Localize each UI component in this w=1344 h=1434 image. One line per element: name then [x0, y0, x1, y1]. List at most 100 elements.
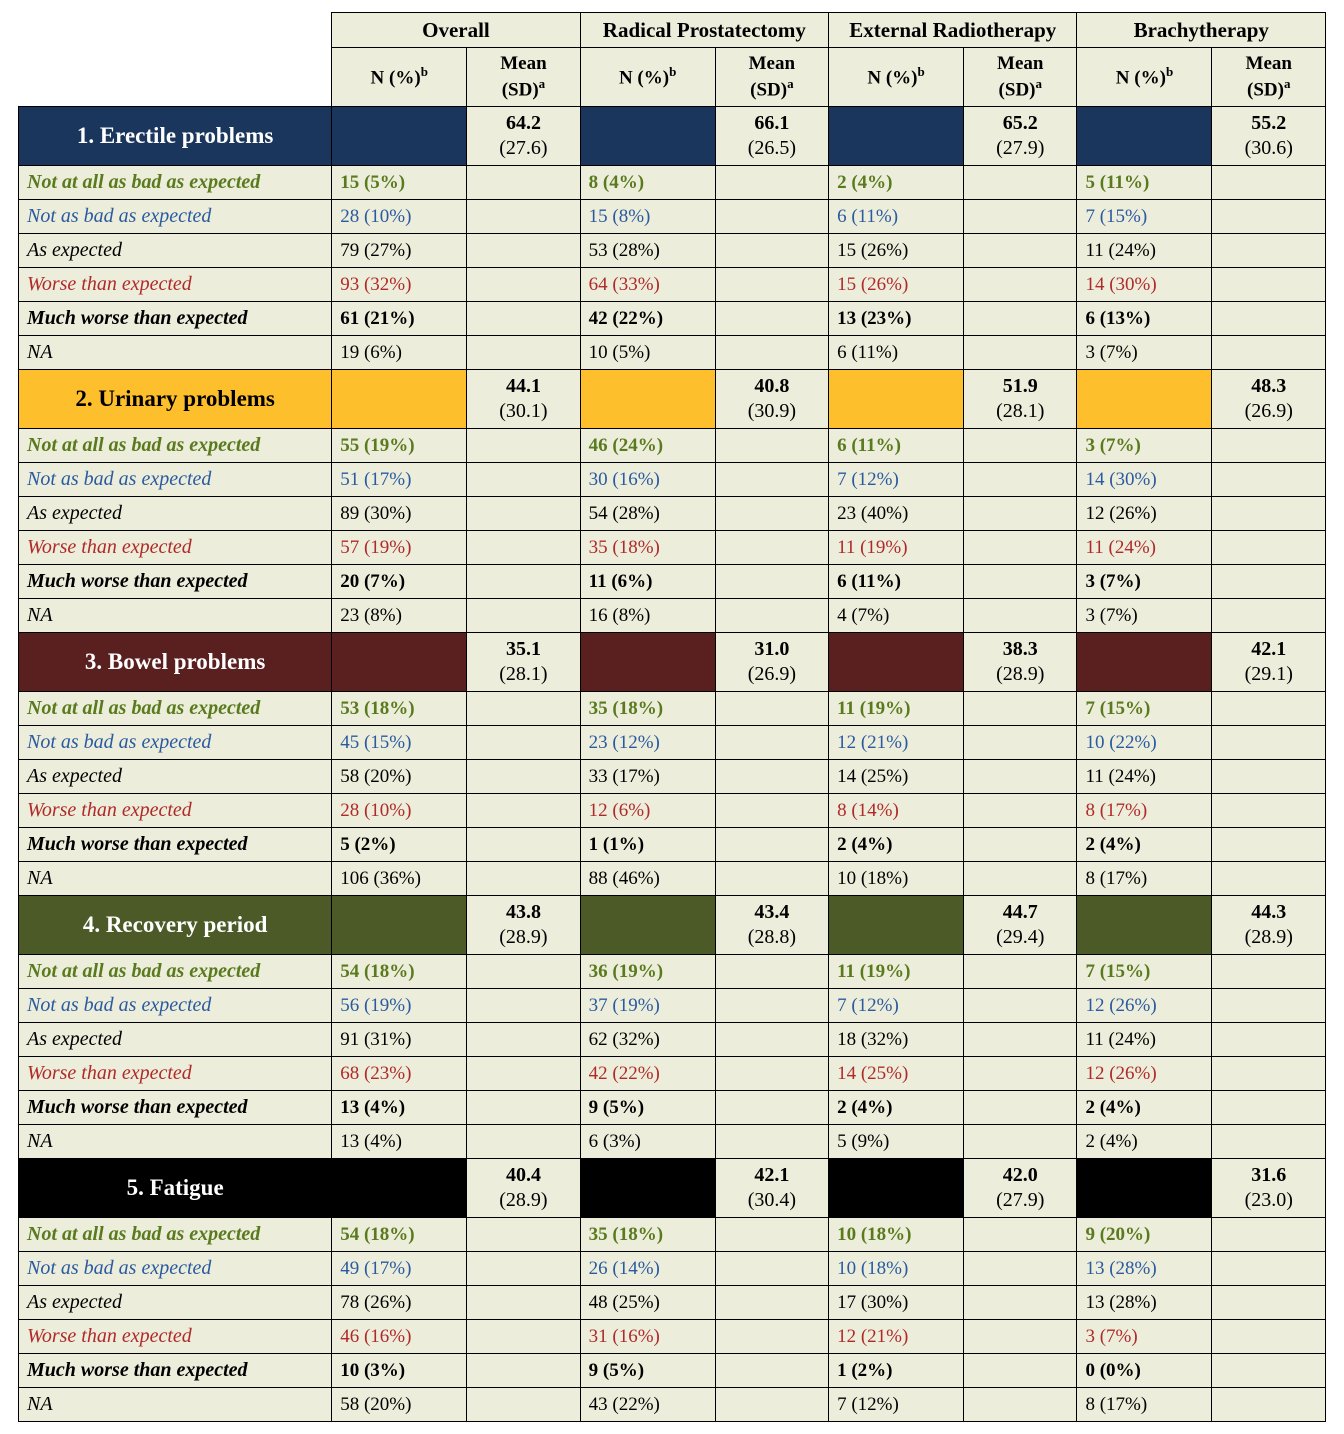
n-cell: 68 (23%) [332, 1057, 467, 1091]
n-cell: 11 (19%) [829, 531, 964, 565]
data-row: As expected79 (27%)53 (28%)15 (26%)11 (2… [19, 234, 1326, 268]
blank-cell [1212, 234, 1326, 268]
data-row: NA23 (8%)16 (8%)4 (7%)3 (7%) [19, 599, 1326, 633]
row-label: Much worse than expected [19, 565, 332, 599]
row-label: Worse than expected [19, 1320, 332, 1354]
n-cell: 10 (22%) [1077, 726, 1212, 760]
n-cell: 13 (28%) [1077, 1252, 1212, 1286]
section-title: 5. Fatigue [19, 1159, 332, 1218]
section-title: 1. Erectile problems [19, 107, 332, 166]
section-header-row: 2. Urinary problems44.1(30.1)40.8(30.9)5… [19, 370, 1326, 429]
n-cell: 5 (9%) [829, 1125, 964, 1159]
n-cell: 62 (32%) [580, 1023, 715, 1057]
blank-cell [1212, 531, 1326, 565]
n-cell: 14 (30%) [1077, 268, 1212, 302]
blank-cell [964, 862, 1077, 896]
section-mean-cell: 66.1(26.5) [715, 107, 828, 166]
group-header: External Radiotherapy [829, 13, 1077, 48]
blank-cell [964, 565, 1077, 599]
n-cell: 49 (17%) [332, 1252, 467, 1286]
n-cell: 14 (30%) [1077, 463, 1212, 497]
sub-header-n: N (%)b [1077, 48, 1212, 107]
data-row: NA13 (4%)6 (3%)5 (9%)2 (4%) [19, 1125, 1326, 1159]
section-mean-cell: 35.1(28.1) [467, 633, 580, 692]
n-cell: 35 (18%) [580, 531, 715, 565]
section-mean-cell: 48.3(26.9) [1212, 370, 1326, 429]
section-n-blank [1077, 107, 1212, 166]
n-cell: 31 (16%) [580, 1320, 715, 1354]
section-n-blank [332, 633, 467, 692]
blank-cell [1212, 726, 1326, 760]
data-row: As expected58 (20%)33 (17%)14 (25%)11 (2… [19, 760, 1326, 794]
n-cell: 11 (24%) [1077, 760, 1212, 794]
blank-cell [715, 1320, 828, 1354]
n-cell: 23 (40%) [829, 497, 964, 531]
blank-cell [964, 1354, 1077, 1388]
section-title: 2. Urinary problems [19, 370, 332, 429]
section-mean-cell: 43.4(28.8) [715, 896, 828, 955]
blank-cell [1212, 1252, 1326, 1286]
n-cell: 17 (30%) [829, 1286, 964, 1320]
section-title: 4. Recovery period [19, 896, 332, 955]
blank-cell [964, 268, 1077, 302]
blank-cell [715, 1286, 828, 1320]
section-n-blank [332, 370, 467, 429]
blank-cell [964, 166, 1077, 200]
data-row: NA19 (6%)10 (5%)6 (11%)3 (7%) [19, 336, 1326, 370]
section-header-row: 4. Recovery period43.8(28.9)43.4(28.8)44… [19, 896, 1326, 955]
blank-cell [467, 794, 580, 828]
blank-cell [467, 1252, 580, 1286]
n-cell: 6 (11%) [829, 336, 964, 370]
n-cell: 23 (12%) [580, 726, 715, 760]
blank-cell [467, 726, 580, 760]
blank-cell [467, 1091, 580, 1125]
sub-header-n: N (%)b [580, 48, 715, 107]
blank-cell [1212, 1057, 1326, 1091]
blank-cell [1212, 1320, 1326, 1354]
section-n-blank [829, 1159, 964, 1218]
section-n-blank [580, 896, 715, 955]
n-cell: 3 (7%) [1077, 336, 1212, 370]
n-cell: 0 (0%) [1077, 1354, 1212, 1388]
blank-cell [964, 200, 1077, 234]
blank-cell [715, 429, 828, 463]
blank-cell [1212, 429, 1326, 463]
sub-header-mean: Mean(SD)a [964, 48, 1077, 107]
row-label: Much worse than expected [19, 828, 332, 862]
n-cell: 8 (14%) [829, 794, 964, 828]
blank-cell [467, 862, 580, 896]
n-cell: 7 (12%) [829, 989, 964, 1023]
n-cell: 55 (19%) [332, 429, 467, 463]
blank-cell [1212, 302, 1326, 336]
row-label: NA [19, 1125, 332, 1159]
blank-cell [1212, 828, 1326, 862]
n-cell: 13 (23%) [829, 302, 964, 336]
blank-cell [715, 599, 828, 633]
section-n-blank [1077, 633, 1212, 692]
n-cell: 2 (4%) [829, 166, 964, 200]
row-label: Not as bad as expected [19, 726, 332, 760]
n-cell: 18 (32%) [829, 1023, 964, 1057]
blank-cell [964, 794, 1077, 828]
n-cell: 28 (10%) [332, 200, 467, 234]
blank-cell [1212, 1354, 1326, 1388]
blank-cell [715, 1388, 828, 1422]
row-label: NA [19, 1388, 332, 1422]
row-label: Much worse than expected [19, 1354, 332, 1388]
n-cell: 8 (17%) [1077, 862, 1212, 896]
blank-cell [715, 760, 828, 794]
data-row: As expected78 (26%)48 (25%)17 (30%)13 (2… [19, 1286, 1326, 1320]
n-cell: 13 (4%) [332, 1091, 467, 1125]
n-cell: 2 (4%) [1077, 1091, 1212, 1125]
section-n-blank [580, 1159, 715, 1218]
section-n-blank [1077, 896, 1212, 955]
n-cell: 64 (33%) [580, 268, 715, 302]
blank-cell [964, 726, 1077, 760]
blank-cell [715, 336, 828, 370]
n-cell: 6 (11%) [829, 565, 964, 599]
n-cell: 15 (5%) [332, 166, 467, 200]
n-cell: 2 (4%) [829, 828, 964, 862]
section-n-blank [332, 107, 467, 166]
blank-cell [715, 1218, 828, 1252]
blank-cell [715, 166, 828, 200]
